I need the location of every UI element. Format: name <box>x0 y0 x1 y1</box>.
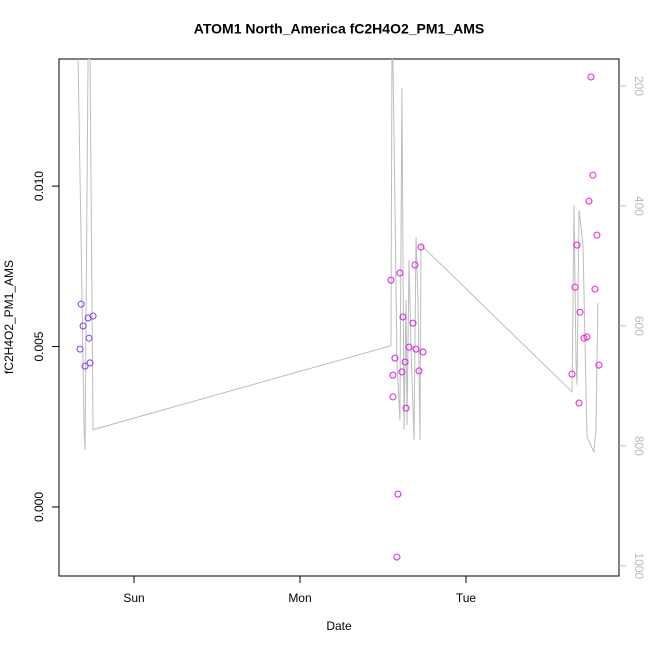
y2-tick-label: 200 <box>632 76 646 96</box>
point <box>402 404 410 412</box>
y2-tick-label: 400 <box>632 196 646 216</box>
point <box>593 231 601 239</box>
point <box>387 276 395 284</box>
chart-title: ATOM1 North_America fC2H4O2_PM1_AMS <box>194 21 484 37</box>
x-tick-label: Mon <box>288 591 311 605</box>
y-tick-label: 0.010 <box>32 171 46 201</box>
point <box>587 73 595 81</box>
x-tick-label: Sun <box>123 591 144 605</box>
point <box>595 361 603 369</box>
y2-tick-label: 1000 <box>632 552 646 579</box>
point <box>415 367 423 375</box>
point <box>411 261 419 269</box>
point <box>391 354 399 362</box>
point <box>399 313 407 321</box>
point <box>573 241 581 249</box>
point <box>571 283 579 291</box>
line-series <box>77 59 599 454</box>
point <box>398 368 406 376</box>
point <box>396 269 404 277</box>
point <box>419 348 427 356</box>
point <box>86 359 94 367</box>
plot-frame <box>58 58 620 577</box>
point <box>389 371 397 379</box>
point <box>412 345 420 353</box>
point <box>393 553 401 561</box>
y2-tick-label: 800 <box>632 436 646 456</box>
point <box>585 197 593 205</box>
x-axis-label: Date <box>326 619 352 633</box>
y-tick-label: 0.005 <box>32 331 46 361</box>
plot-area <box>76 59 603 561</box>
point <box>409 319 417 327</box>
point <box>89 312 97 320</box>
point <box>85 334 93 342</box>
point <box>568 370 576 378</box>
y-axis-label: fC2H4O2_PM1_AMS <box>2 260 16 374</box>
point <box>583 333 591 341</box>
point <box>394 490 402 498</box>
point <box>405 343 413 351</box>
point <box>81 362 89 370</box>
point <box>575 399 583 407</box>
point <box>591 285 599 293</box>
point <box>417 243 425 251</box>
x-tick-label: Tue <box>456 591 477 605</box>
point <box>76 345 84 353</box>
point <box>589 171 597 179</box>
point <box>77 300 85 308</box>
y-tick-label: 0.000 <box>32 492 46 522</box>
y2-tick-label: 600 <box>632 316 646 336</box>
point <box>576 308 584 316</box>
point <box>401 358 409 366</box>
point <box>389 393 397 401</box>
point <box>79 322 87 330</box>
